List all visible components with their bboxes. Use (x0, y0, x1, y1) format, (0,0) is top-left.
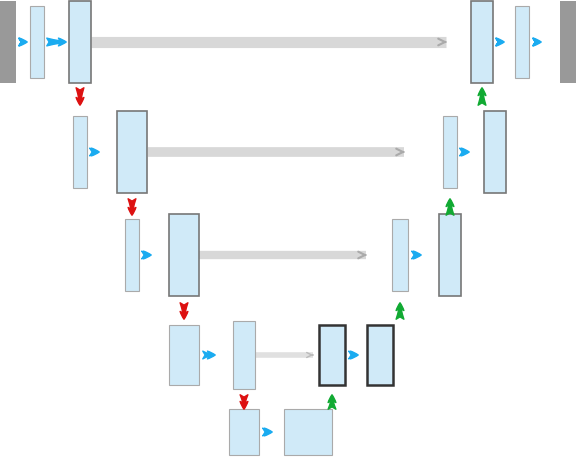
Bar (443, 116, 457, 188)
Bar (169, 325, 199, 385)
Bar (484, 111, 506, 193)
Bar (169, 214, 199, 296)
Bar (229, 409, 259, 455)
Bar (69, 1, 91, 83)
Bar (439, 214, 461, 296)
Bar (73, 116, 87, 188)
Bar (560, 1, 576, 83)
Bar (233, 321, 255, 389)
Bar (515, 6, 529, 78)
Bar (117, 111, 147, 193)
Bar (125, 219, 139, 291)
Bar (284, 409, 332, 455)
Bar (319, 325, 345, 385)
Bar (30, 6, 44, 78)
Bar (471, 1, 493, 83)
Bar (0, 1, 16, 83)
Bar (392, 219, 408, 291)
Bar (367, 325, 393, 385)
